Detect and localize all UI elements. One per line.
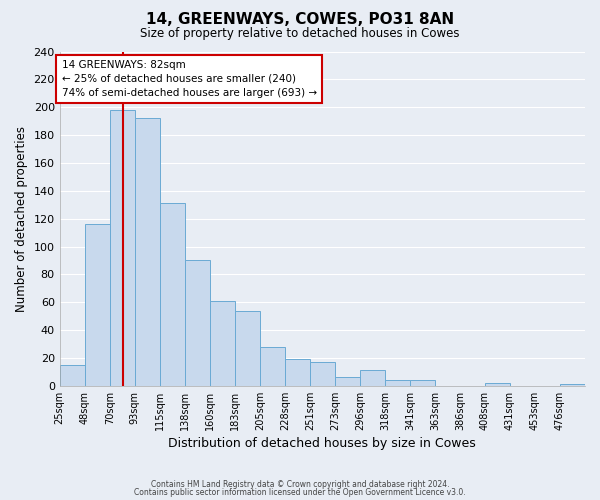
Bar [310,362,335,386]
Bar [210,301,235,386]
X-axis label: Distribution of detached houses by size in Cowes: Distribution of detached houses by size … [169,437,476,450]
Text: 14, GREENWAYS, COWES, PO31 8AN: 14, GREENWAYS, COWES, PO31 8AN [146,12,454,28]
Bar [185,260,210,386]
Bar [110,110,135,386]
Bar [335,378,360,386]
Text: Contains public sector information licensed under the Open Government Licence v3: Contains public sector information licen… [134,488,466,497]
Y-axis label: Number of detached properties: Number of detached properties [15,126,28,312]
Bar [235,310,260,386]
Text: Contains HM Land Registry data © Crown copyright and database right 2024.: Contains HM Land Registry data © Crown c… [151,480,449,489]
Text: 14 GREENWAYS: 82sqm
← 25% of detached houses are smaller (240)
74% of semi-detac: 14 GREENWAYS: 82sqm ← 25% of detached ho… [62,60,317,98]
Bar [485,383,510,386]
Bar [85,224,110,386]
Bar [385,380,410,386]
Bar [560,384,585,386]
Text: Size of property relative to detached houses in Cowes: Size of property relative to detached ho… [140,28,460,40]
Bar [260,347,285,386]
Bar [360,370,385,386]
Bar [285,360,310,386]
Bar [59,365,85,386]
Bar [410,380,435,386]
Bar [160,204,185,386]
Bar [135,118,160,386]
